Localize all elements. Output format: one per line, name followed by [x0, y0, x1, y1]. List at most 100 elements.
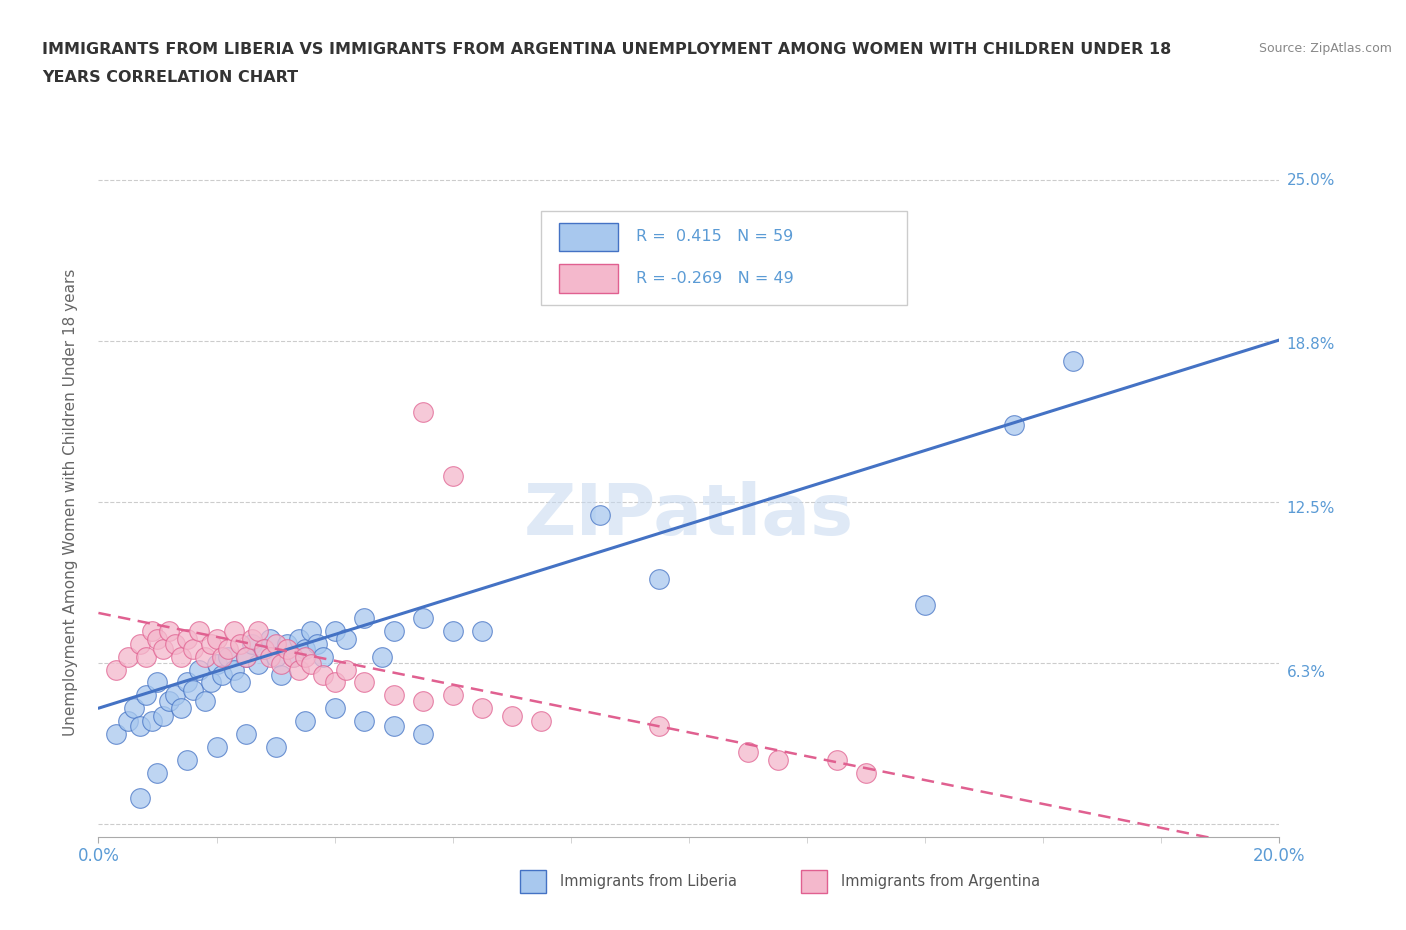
Point	[246, 623, 269, 638]
Point	[825, 752, 848, 767]
Point	[194, 693, 217, 708]
Point	[648, 719, 671, 734]
Text: R =  0.415   N = 59: R = 0.415 N = 59	[636, 230, 793, 245]
Point	[323, 675, 346, 690]
Point	[471, 623, 494, 638]
Point	[211, 649, 233, 664]
Point	[205, 657, 228, 671]
Point	[224, 623, 246, 638]
Point	[371, 649, 394, 664]
Point	[128, 719, 150, 734]
Point	[288, 662, 311, 677]
Point	[264, 636, 287, 651]
Point	[165, 688, 187, 703]
Point	[353, 713, 375, 728]
Point	[152, 642, 174, 657]
Point	[412, 693, 434, 708]
Point	[855, 765, 877, 780]
Point	[737, 745, 759, 760]
Point	[187, 623, 209, 638]
Point	[305, 636, 328, 651]
Point	[312, 668, 335, 683]
Point	[141, 713, 163, 728]
Point	[253, 642, 276, 657]
Point	[200, 675, 222, 690]
Point	[229, 675, 252, 690]
Point	[117, 649, 139, 664]
Point	[211, 668, 233, 683]
Point	[283, 649, 305, 664]
Point	[135, 649, 157, 664]
Point	[441, 623, 464, 638]
Point	[412, 611, 434, 626]
Point	[217, 649, 239, 664]
Point	[105, 726, 128, 741]
Point	[382, 688, 405, 703]
Point	[530, 713, 553, 728]
Point	[128, 790, 150, 805]
Bar	[560, 264, 619, 293]
Bar	[560, 223, 619, 251]
Point	[299, 623, 322, 638]
Point	[128, 636, 150, 651]
Point	[170, 701, 193, 716]
Text: Source: ZipAtlas.com: Source: ZipAtlas.com	[1258, 42, 1392, 55]
Point	[259, 631, 281, 646]
Text: Immigrants from Liberia: Immigrants from Liberia	[560, 873, 737, 889]
Point	[117, 713, 139, 728]
Point	[205, 739, 228, 754]
Point	[224, 662, 246, 677]
Point	[270, 668, 292, 683]
Point	[294, 713, 316, 728]
Text: ZIPatlas: ZIPatlas	[524, 481, 853, 550]
Point	[229, 636, 252, 651]
Point	[200, 636, 222, 651]
Point	[323, 701, 346, 716]
Point	[105, 662, 128, 677]
Point	[259, 649, 281, 664]
Text: 18.8%: 18.8%	[1286, 338, 1334, 352]
Point	[294, 642, 316, 657]
Point	[240, 631, 263, 646]
Point	[146, 631, 169, 646]
Point	[382, 719, 405, 734]
Point	[283, 649, 305, 664]
Point	[122, 701, 145, 716]
Point	[441, 469, 464, 484]
FancyBboxPatch shape	[541, 211, 907, 305]
Point	[181, 642, 204, 657]
Point	[146, 675, 169, 690]
Point	[299, 657, 322, 671]
Text: R = -0.269   N = 49: R = -0.269 N = 49	[636, 271, 793, 286]
Point	[441, 688, 464, 703]
Y-axis label: Unemployment Among Women with Children Under 18 years: Unemployment Among Women with Children U…	[63, 269, 77, 736]
Point	[235, 726, 257, 741]
Point	[264, 739, 287, 754]
Point	[264, 649, 287, 664]
Point	[412, 726, 434, 741]
Point	[276, 636, 298, 651]
Point	[323, 623, 346, 638]
Point	[246, 657, 269, 671]
Text: 12.5%: 12.5%	[1286, 501, 1334, 516]
Text: 25.0%: 25.0%	[1286, 173, 1334, 188]
Point	[170, 649, 193, 664]
Point	[294, 649, 316, 664]
Point	[165, 636, 187, 651]
Point	[353, 675, 375, 690]
Point	[176, 631, 198, 646]
Point	[187, 662, 209, 677]
Point	[157, 693, 180, 708]
Point	[648, 572, 671, 587]
Point	[589, 508, 612, 523]
Point	[766, 752, 789, 767]
Point	[157, 623, 180, 638]
Point	[176, 752, 198, 767]
Point	[181, 683, 204, 698]
Text: IMMIGRANTS FROM LIBERIA VS IMMIGRANTS FROM ARGENTINA UNEMPLOYMENT AMONG WOMEN WI: IMMIGRANTS FROM LIBERIA VS IMMIGRANTS FR…	[42, 42, 1171, 57]
Point	[253, 642, 276, 657]
Point	[176, 675, 198, 690]
Point	[270, 657, 292, 671]
Point	[914, 598, 936, 613]
Point	[335, 631, 357, 646]
